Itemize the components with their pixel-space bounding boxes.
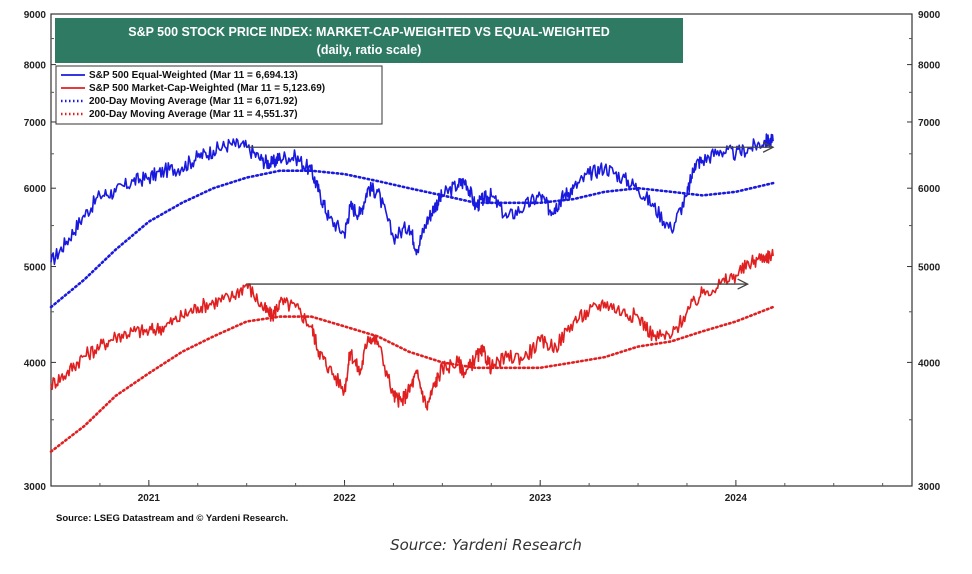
- y-tick-label-right: 4000: [918, 358, 941, 369]
- y-tick-label-right: 8000: [918, 61, 941, 72]
- x-tick-label: 2023: [529, 493, 552, 504]
- chart-subtitle: (daily, ratio scale): [317, 43, 422, 57]
- y-tick-label-left: 3000: [24, 482, 47, 493]
- plot-frame: [50, 13, 913, 487]
- legend-label-1: S&P 500 Market-Cap-Weighted (Mar 11 = 5,…: [89, 83, 325, 94]
- chart-title: S&P 500 STOCK PRICE INDEX: MARKET-CAP-WE…: [128, 25, 610, 39]
- legend-label-0: S&P 500 Equal-Weighted (Mar 11 = 6,694.1…: [89, 70, 298, 81]
- series-line-1: [50, 248, 774, 411]
- source-note: Source: LSEG Datastream and © Yardeni Re…: [56, 513, 288, 524]
- y-tick-label-right: 6000: [918, 184, 941, 195]
- y-axis-right: 3000 4000 5000 6000 7000 8000 9000: [907, 10, 941, 493]
- y-tick-label-right: 9000: [918, 10, 941, 21]
- legend-label-3: 200-Day Moving Average (Mar 11 = 4,551.3…: [89, 109, 298, 120]
- y-tick-label-left: 8000: [24, 61, 47, 72]
- title-box: S&P 500 STOCK PRICE INDEX: MARKET-CAP-WE…: [55, 18, 683, 63]
- x-axis: 2021 2022 2023 2024: [99, 480, 884, 504]
- y-tick-label-right: 5000: [918, 263, 941, 274]
- series-line-2: [49, 169, 775, 309]
- y-tick-label-right: 3000: [918, 482, 941, 493]
- series-line-0: [50, 133, 774, 266]
- y-tick-label-left: 4000: [24, 358, 47, 369]
- x-tick-label: 2022: [333, 493, 356, 504]
- x-tick-label: 2024: [725, 493, 748, 504]
- y-tick-label-left: 6000: [24, 184, 47, 195]
- y-tick-label-left: 5000: [24, 263, 47, 274]
- caption: Source: Yardeni Research: [390, 536, 582, 554]
- series-layer: [49, 133, 775, 453]
- y-tick-label-right: 7000: [918, 118, 941, 129]
- series-line-3: [49, 305, 775, 453]
- y-tick-label-left: 7000: [24, 118, 47, 129]
- annotation-layer: [246, 141, 775, 290]
- y-tick-label-left: 9000: [24, 10, 47, 21]
- y-axis-left: 3000 4000 5000 6000 7000 8000 9000: [24, 10, 56, 493]
- annotation-arrow-head-1: [737, 278, 750, 290]
- legend: S&P 500 Equal-Weighted (Mar 11 = 6,694.1…: [55, 65, 383, 125]
- annotation-arrow-head-0: [762, 141, 775, 153]
- x-tick-label: 2021: [138, 493, 161, 504]
- legend-label-2: 200-Day Moving Average (Mar 11 = 6,071.9…: [89, 96, 298, 107]
